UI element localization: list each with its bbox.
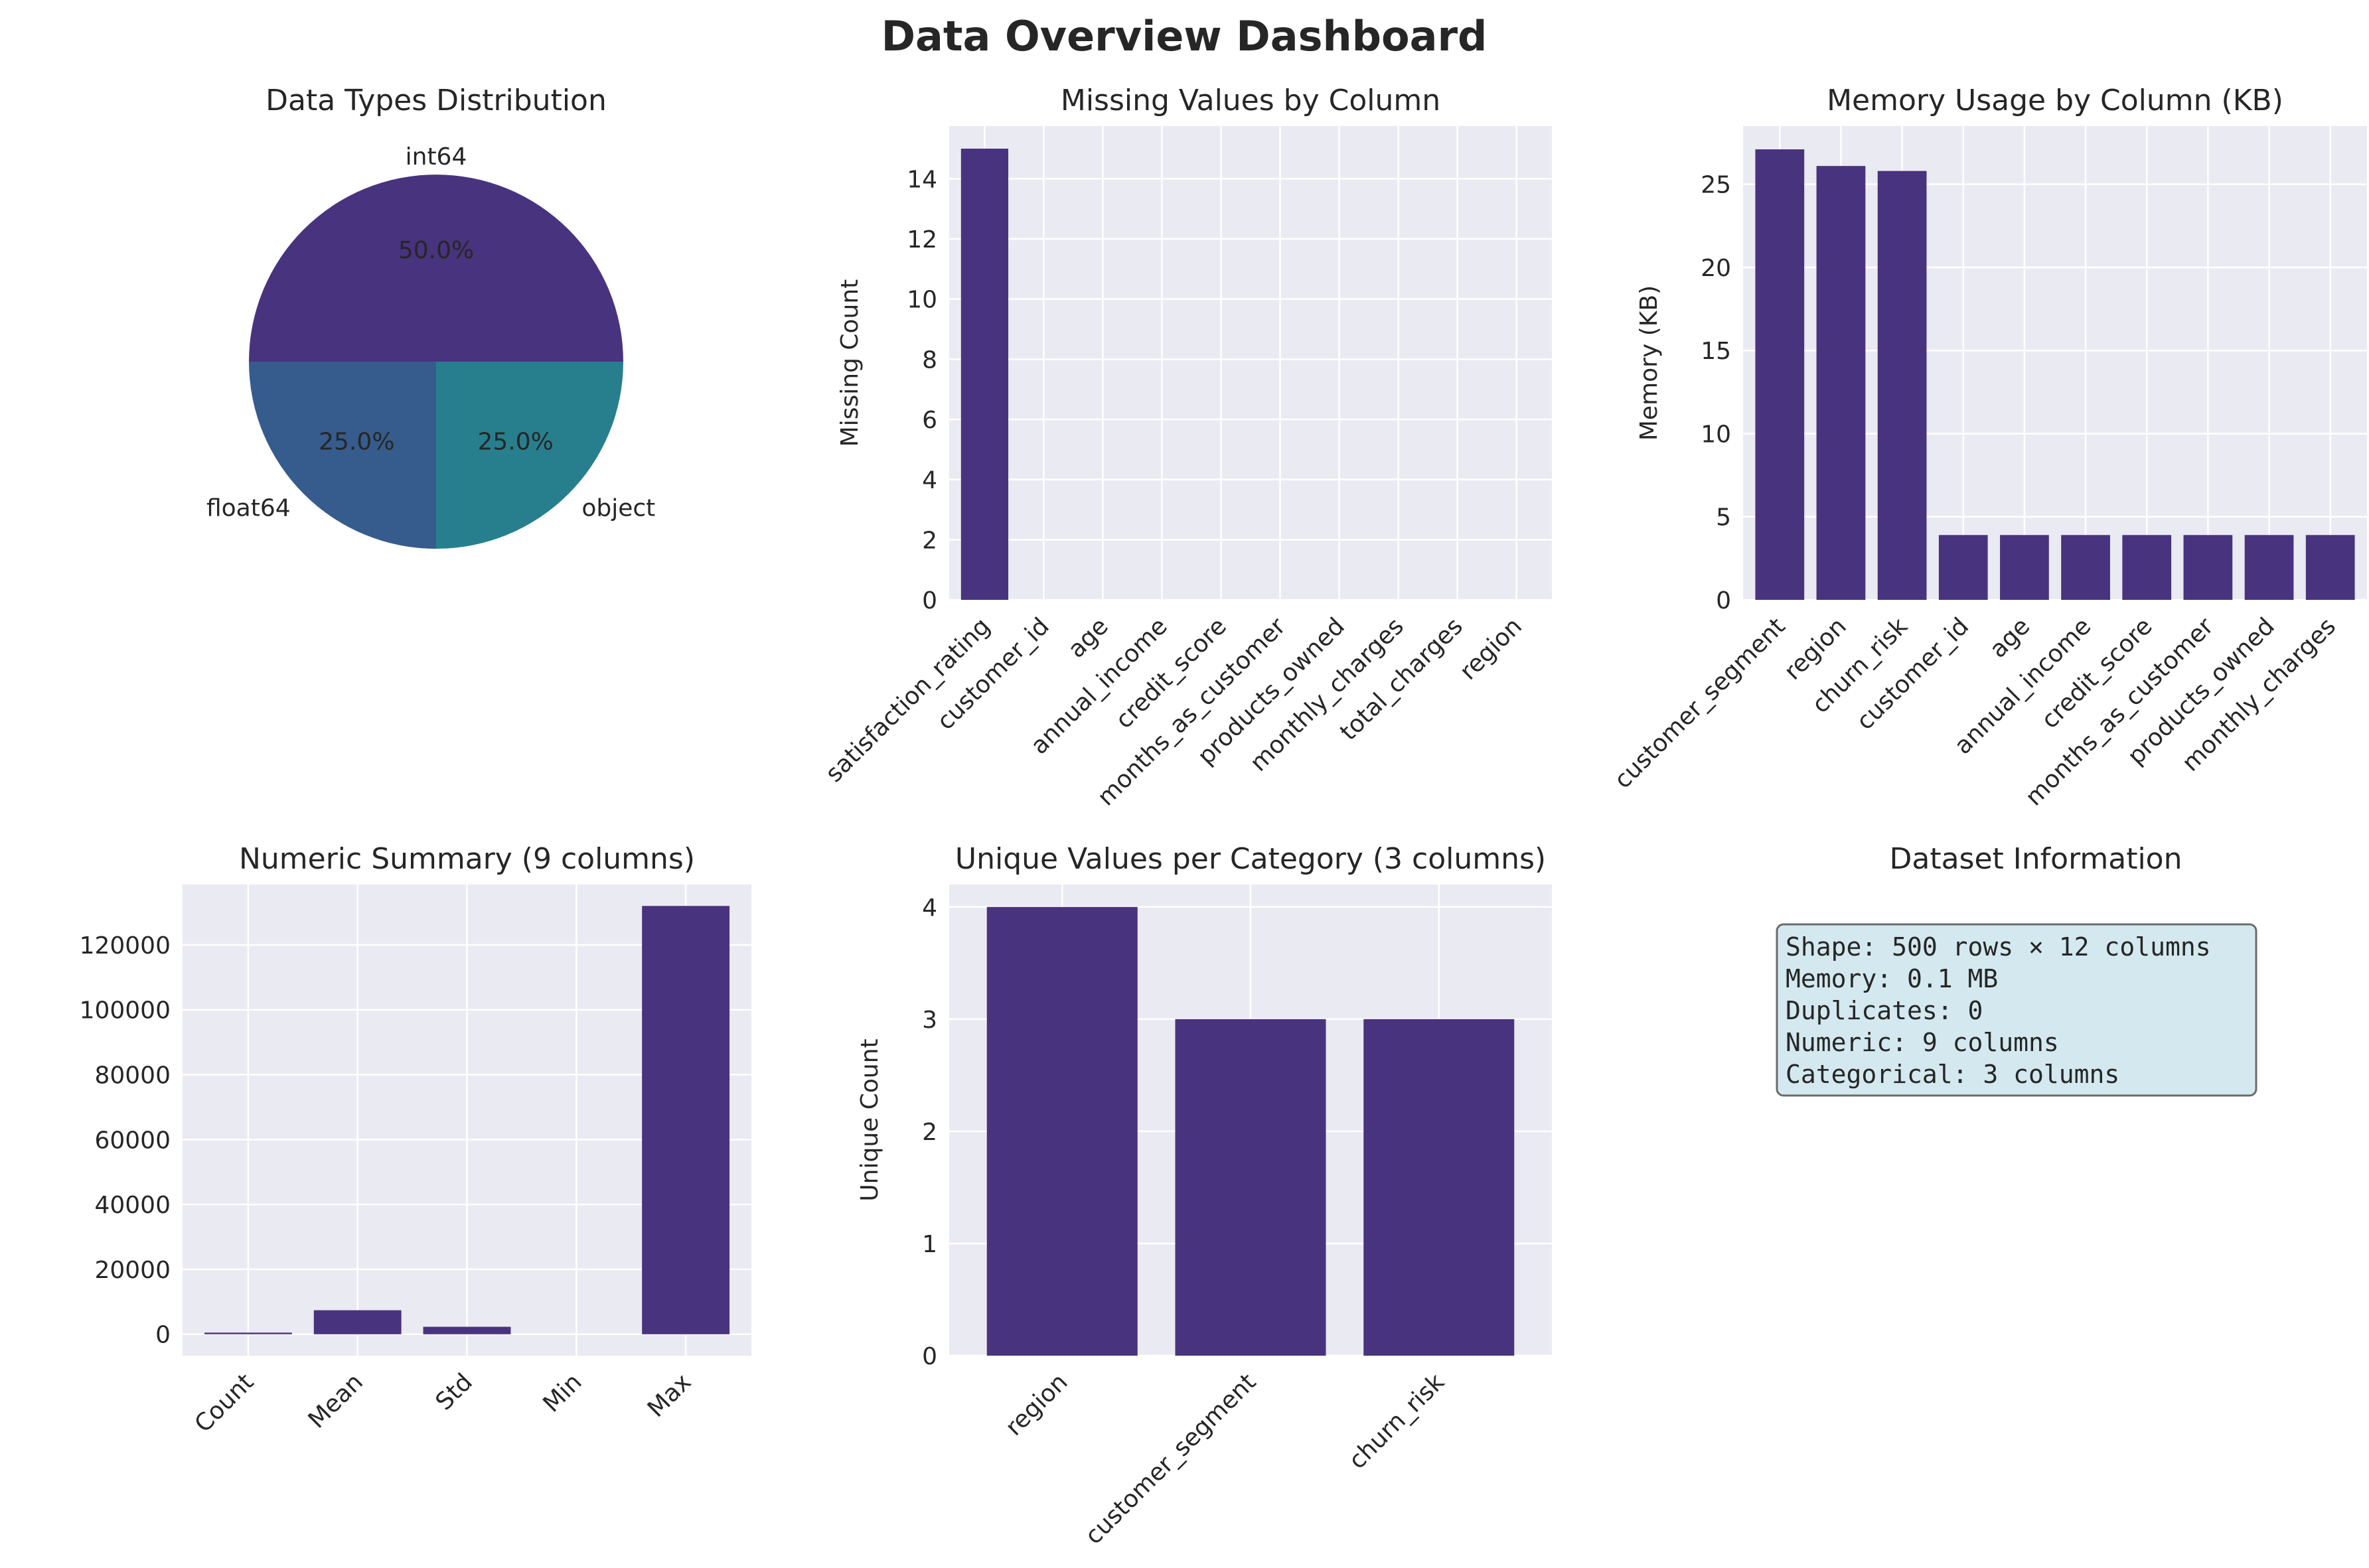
y-tick-label: 4 — [922, 467, 937, 494]
info-line: Categorical: 3 columns — [1786, 1060, 2119, 1089]
bar-satisfaction_rating — [960, 149, 1009, 600]
bar-Std — [423, 1326, 511, 1334]
y-tick-label: 80000 — [94, 1062, 171, 1090]
pie-slice-float64 — [249, 362, 436, 549]
x-tick-label: Mean — [303, 1368, 368, 1433]
pie-pct-label: 50.0% — [398, 237, 474, 264]
chart-title: Missing Values by Column — [1061, 84, 1440, 117]
bar-chart-4: 0 1 2 3 4 region customer_segment churn_risk Uni… — [856, 842, 1552, 1550]
y-tick-label: 5 — [1716, 504, 1731, 532]
charts-layer: int64 50.0% float64 25.0% object 25.0% Data Ty… — [80, 84, 2367, 1550]
chart-title: Dataset Information — [1890, 842, 2182, 876]
y-tick-label: 6 — [922, 407, 937, 434]
y-axis-label: Memory (KB) — [1636, 285, 1663, 441]
y-tick-label: 40000 — [94, 1192, 171, 1219]
pie-pct-label: 25.0% — [477, 429, 553, 456]
bar-churn_risk — [1877, 171, 1927, 601]
pie-pct-label: 25.0% — [319, 429, 394, 456]
x-tick-label: Std — [431, 1368, 478, 1415]
y-tick-label: 1 — [922, 1231, 937, 1258]
y-tick-label: 0 — [1716, 587, 1731, 614]
x-tick-label: age — [1063, 612, 1113, 663]
bar-chart-2: 0510152025customer_segmentregionchurn_ri… — [1609, 84, 2367, 811]
bar-customer_segment — [1175, 1019, 1326, 1356]
pie-slice-object — [436, 362, 623, 549]
bar-chart-3: 0 20000 40000 60000 80000 100000 120000 Count Me… — [80, 842, 751, 1438]
y-tick-label: 14 — [907, 166, 937, 193]
x-tick-label: region — [1000, 1368, 1073, 1441]
chart-title: Numeric Summary (9 columns) — [239, 842, 695, 876]
x-tick-label: region — [1454, 612, 1527, 685]
plot-area — [949, 126, 1552, 600]
pie-slice-int64 — [249, 175, 623, 362]
bar-Mean — [313, 1310, 402, 1334]
y-tick-label: 20 — [1701, 255, 1731, 282]
bar-churn_risk — [1363, 1019, 1515, 1356]
x-tick-label: Max — [643, 1368, 697, 1423]
x-tick-label: age — [1985, 612, 2035, 663]
bar-products_owned — [2244, 535, 2294, 600]
x-tick-label: Count — [190, 1368, 260, 1438]
x-tick-label: customer_segment — [1080, 1368, 1261, 1549]
info-line: Duplicates: 0 — [1786, 996, 1983, 1025]
bar-customer_segment — [1755, 149, 1805, 601]
dashboard-title: Data Overview Dashboard — [881, 12, 1488, 60]
bar-region — [1816, 166, 1866, 600]
x-tick-label: churn_risk — [1343, 1368, 1450, 1474]
y-tick-label: 60000 — [94, 1127, 171, 1154]
bar-annual_income — [2061, 535, 2110, 600]
y-tick-label: 4 — [922, 894, 937, 922]
y-axis-label: Missing Count — [836, 279, 864, 447]
x-tick-label: customer_segment — [1609, 612, 1790, 794]
bar-customer_id — [1938, 535, 1988, 600]
y-tick-label: 10 — [907, 287, 937, 314]
pie-chart: int64 50.0% float64 25.0% object 25.0% Data Ty… — [206, 84, 655, 549]
y-tick-label: 15 — [1701, 338, 1731, 365]
y-tick-label: 10 — [1701, 421, 1731, 448]
y-tick-label: 0 — [922, 587, 937, 614]
info-line: Memory: 0.1 MB — [1786, 964, 1998, 993]
y-tick-label: 2 — [922, 1119, 937, 1146]
bar-Count — [204, 1332, 292, 1334]
y-axis-label: Unique Count — [856, 1038, 883, 1201]
pie-label: float64 — [206, 494, 291, 522]
y-tick-label: 0 — [922, 1343, 937, 1370]
y-tick-label: 2 — [922, 527, 937, 554]
chart-title: Unique Values per Category (3 columns) — [955, 842, 1546, 876]
bar-credit_score — [2122, 535, 2172, 600]
y-tick-label: 0 — [155, 1322, 171, 1349]
bar-age — [2000, 535, 2049, 600]
y-tick-label: 20000 — [94, 1257, 171, 1284]
info-line: Shape: 500 rows × 12 columns — [1786, 932, 2211, 962]
pie-label: object — [581, 494, 655, 522]
chart-title: Memory Usage by Column (KB) — [1827, 84, 2283, 117]
y-tick-label: 3 — [922, 1007, 937, 1034]
bar-chart-1: 02468101214satisfaction_ratingcustomer_i… — [820, 84, 1552, 811]
bar-Max — [642, 906, 730, 1334]
bar-months_as_customer — [2183, 535, 2233, 600]
y-tick-label: 100000 — [80, 997, 171, 1025]
y-tick-label: 25 — [1701, 172, 1731, 199]
bar-region — [986, 906, 1138, 1356]
y-tick-label: 120000 — [80, 932, 171, 960]
bar-monthly_charges — [2305, 535, 2355, 600]
dataset-info-panel: Dataset Information Shape: 500 rows × 12 … — [1776, 842, 2257, 1097]
info-box — [1776, 923, 2257, 1097]
chart-title: Data Types Distribution — [266, 84, 607, 117]
y-tick-label: 8 — [922, 346, 937, 374]
pie-label: int64 — [406, 143, 467, 171]
x-tick-label: Min — [538, 1368, 587, 1417]
y-tick-label: 12 — [907, 226, 937, 253]
info-line: Numeric: 9 columns — [1786, 1028, 2059, 1057]
